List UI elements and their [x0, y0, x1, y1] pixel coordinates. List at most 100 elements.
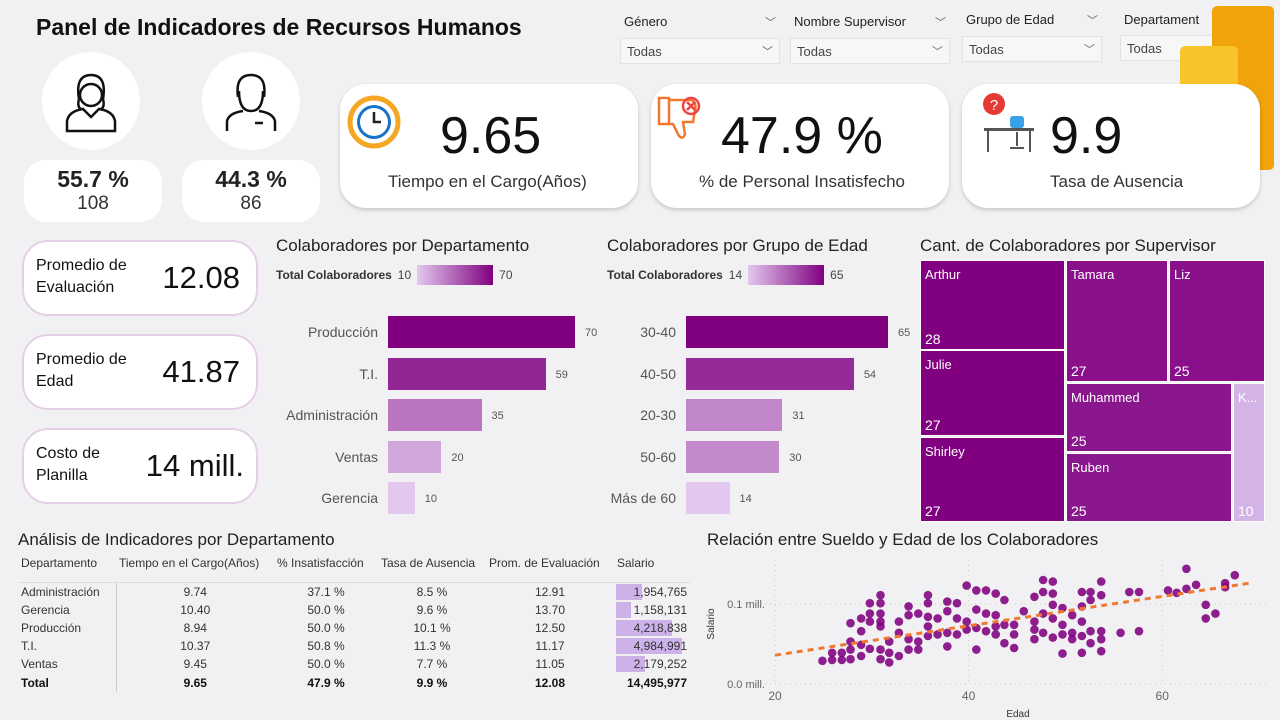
scatter-point[interactable]: [943, 606, 952, 616]
scatter-point[interactable]: [1096, 626, 1106, 636]
scatter-point[interactable]: [846, 654, 855, 664]
scatter-point[interactable]: [1067, 628, 1077, 638]
scatter-point[interactable]: [1086, 587, 1095, 597]
scatter-point[interactable]: [1116, 628, 1125, 638]
scatter-point[interactable]: [933, 630, 942, 639]
chevron-down-icon[interactable]: ﹀: [762, 46, 773, 58]
scatter-point[interactable]: [904, 610, 913, 620]
scatter-point[interactable]: [1163, 586, 1173, 595]
dept-bar[interactable]: [388, 482, 415, 514]
scatter-point[interactable]: [1038, 587, 1048, 597]
scatter-point[interactable]: [884, 658, 894, 667]
treemap-tile[interactable]: Shirley 27: [920, 437, 1065, 522]
scatter-point[interactable]: [837, 648, 847, 658]
chevron-down-icon[interactable]: ﹀: [935, 17, 946, 29]
scatter-point[interactable]: [876, 622, 885, 631]
scatter-point[interactable]: [1096, 634, 1106, 644]
scatter-point[interactable]: [991, 589, 1001, 598]
age-bar[interactable]: [686, 399, 783, 431]
scatter-point[interactable]: [1058, 620, 1067, 630]
age-bar[interactable]: [686, 357, 854, 390]
scatter-point[interactable]: [1009, 620, 1019, 630]
scatter-point[interactable]: [1038, 628, 1048, 638]
scatter-point[interactable]: [1038, 575, 1048, 585]
scatter-point[interactable]: [1048, 633, 1058, 642]
scatter-point[interactable]: [991, 630, 1001, 639]
scatter-point[interactable]: [1048, 589, 1058, 598]
scatter-point[interactable]: [1009, 643, 1019, 653]
scatter-point[interactable]: [943, 642, 952, 651]
scatter-point[interactable]: [1019, 606, 1029, 616]
scatter-point[interactable]: [846, 645, 855, 654]
scatter-point[interactable]: [876, 645, 885, 654]
column-header[interactable]: Prom. de Evaluación: [486, 556, 614, 583]
scatter-point[interactable]: [827, 655, 837, 665]
scatter-point[interactable]: [972, 586, 981, 595]
scatter-point[interactable]: [1000, 638, 1009, 648]
scatter-point[interactable]: [1124, 587, 1134, 597]
scatter-point[interactable]: [1086, 638, 1095, 648]
scatter-point[interactable]: [933, 614, 942, 623]
scatter-point[interactable]: [981, 586, 991, 595]
scatter-point[interactable]: [865, 644, 875, 654]
scatter-point[interactable]: [1086, 626, 1095, 636]
scatter-point[interactable]: [876, 590, 885, 600]
scatter-point[interactable]: [1201, 600, 1211, 610]
dept-bar[interactable]: [388, 440, 442, 473]
scatter-point[interactable]: [981, 626, 991, 636]
scatter-point[interactable]: [913, 609, 923, 618]
scatter-point[interactable]: [962, 581, 971, 590]
scatter-point[interactable]: [923, 590, 933, 600]
scatter-point[interactable]: [904, 634, 913, 644]
scatter-point[interactable]: [1000, 620, 1009, 630]
treemap-tile[interactable]: Arthur 28: [920, 260, 1065, 350]
scatter-point[interactable]: [923, 598, 933, 608]
dept-bar[interactable]: [388, 357, 546, 390]
treemap-tile[interactable]: Liz 25: [1169, 260, 1265, 382]
column-header[interactable]: Departamento: [18, 556, 116, 583]
scatter-point[interactable]: [894, 617, 904, 626]
treemap-tile[interactable]: K... 10: [1233, 383, 1265, 522]
scatter-point[interactable]: [904, 602, 913, 611]
scatter-point[interactable]: [1096, 646, 1106, 656]
scatter-point[interactable]: [1077, 617, 1087, 626]
scatter-point[interactable]: [1077, 648, 1087, 658]
column-header[interactable]: Salario: [614, 556, 690, 583]
chevron-down-icon[interactable]: ﹀: [932, 46, 943, 58]
scatter-point[interactable]: [1030, 617, 1039, 626]
scatter-point[interactable]: [943, 597, 952, 606]
scatter-point[interactable]: [1058, 649, 1067, 658]
scatter-point[interactable]: [884, 648, 894, 658]
scatter-point[interactable]: [1134, 587, 1144, 597]
dept-bar[interactable]: [388, 399, 482, 431]
scatter-point[interactable]: [904, 645, 913, 654]
scatter-point[interactable]: [1211, 609, 1220, 618]
scatter-point[interactable]: [991, 610, 1001, 620]
chevron-down-icon[interactable]: ﹀: [1087, 15, 1098, 27]
scatter-point[interactable]: [894, 628, 904, 638]
slicer-supervisor[interactable]: Nombre Supervisor ﹀ Todas ﹀: [790, 12, 950, 64]
scatter-point[interactable]: [1000, 595, 1009, 605]
scatter-point[interactable]: [1067, 634, 1077, 644]
treemap-tile[interactable]: Julie 27: [920, 350, 1065, 436]
scatter-point[interactable]: [1030, 634, 1039, 644]
dept-bar[interactable]: [388, 316, 575, 348]
scatter-point[interactable]: [1048, 577, 1058, 586]
scatter-point[interactable]: [876, 598, 885, 608]
chevron-down-icon[interactable]: ﹀: [765, 17, 776, 29]
treemap-tile[interactable]: Muhammed 25: [1066, 383, 1232, 452]
scatter-point[interactable]: [991, 622, 1001, 631]
scatter-point[interactable]: [846, 618, 855, 628]
scatter-point[interactable]: [1030, 625, 1039, 634]
scatter-point[interactable]: [962, 617, 971, 626]
scatter-point[interactable]: [1230, 570, 1240, 580]
scatter-point[interactable]: [1086, 595, 1095, 605]
scatter-point[interactable]: [923, 612, 933, 622]
scatter-point[interactable]: [952, 598, 962, 608]
scatter-point[interactable]: [1134, 626, 1144, 636]
scatter-point[interactable]: [865, 609, 875, 618]
scatter-point[interactable]: [923, 631, 933, 641]
scatter-point[interactable]: [876, 609, 885, 618]
scatter-point[interactable]: [1067, 610, 1077, 620]
scatter-point[interactable]: [913, 637, 923, 646]
